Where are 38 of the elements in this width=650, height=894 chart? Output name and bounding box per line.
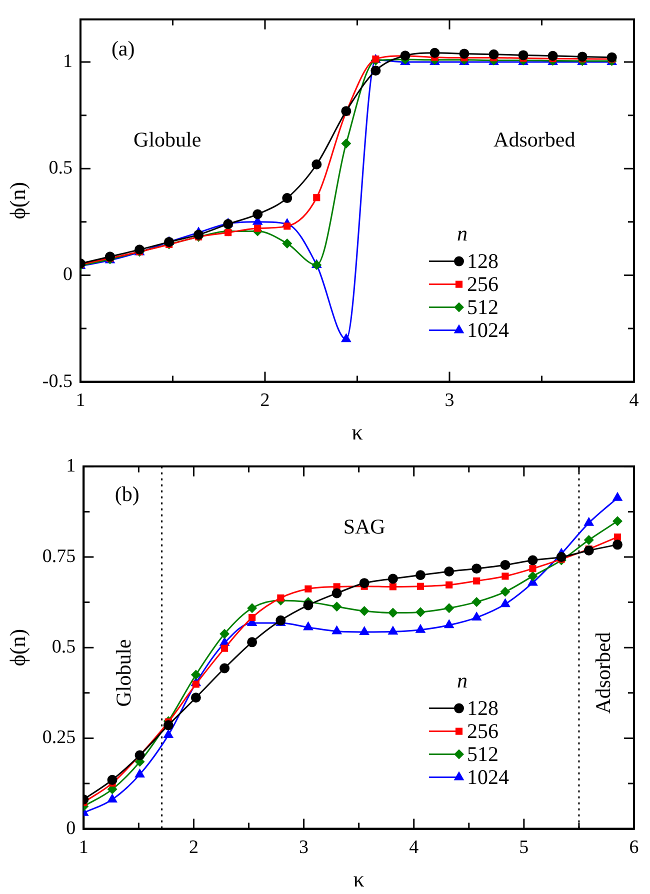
legend-label: 1024 xyxy=(467,318,510,342)
x-tick-label: 4 xyxy=(409,837,420,858)
legend-title: n xyxy=(457,221,468,246)
y-tick-label: 0.5 xyxy=(52,636,76,658)
annotation: Globule xyxy=(111,639,136,707)
annotation: (a) xyxy=(111,36,135,60)
y-tick-label: 0.5 xyxy=(48,158,72,179)
y-tick-label: -0.5 xyxy=(42,370,72,392)
legend-label: 512 xyxy=(467,294,498,319)
annotation: Adsorbed xyxy=(590,632,615,714)
y-tick-label: 1 xyxy=(66,455,76,476)
x-axis-title: κ xyxy=(352,420,363,445)
y-axis-title: ϕ(n) xyxy=(4,182,30,220)
x-tick-label: 3 xyxy=(299,837,309,858)
y-axis-title: ϕ(n) xyxy=(4,628,30,666)
legend-label: 128 xyxy=(467,248,498,273)
y-tick-label: 0 xyxy=(66,818,76,839)
annotation: (b) xyxy=(114,482,140,506)
x-tick-label: 6 xyxy=(629,837,639,858)
x-tick-label: 3 xyxy=(444,390,454,412)
x-tick-label: 2 xyxy=(188,837,198,858)
y-tick-label: 1 xyxy=(62,51,72,72)
y-tick-label: 0.75 xyxy=(42,546,76,567)
legend-label: 256 xyxy=(467,272,498,296)
x-tick-label: 5 xyxy=(519,837,529,858)
annotation: Globule xyxy=(134,128,202,152)
x-tick-label: 4 xyxy=(629,390,640,412)
annotation: SAG xyxy=(343,514,386,539)
y-tick-label: 0.25 xyxy=(42,727,76,748)
legend-label: 128 xyxy=(467,696,498,720)
legend-label: 256 xyxy=(467,718,498,743)
legend-label: 1024 xyxy=(467,764,510,789)
legend-title: n xyxy=(457,668,468,692)
y-tick-label: 0 xyxy=(62,264,72,286)
legend-label: 512 xyxy=(467,742,498,766)
annotation: Adsorbed xyxy=(494,128,576,152)
x-axis-title: κ xyxy=(353,866,364,892)
x-tick-label: 2 xyxy=(260,390,270,412)
